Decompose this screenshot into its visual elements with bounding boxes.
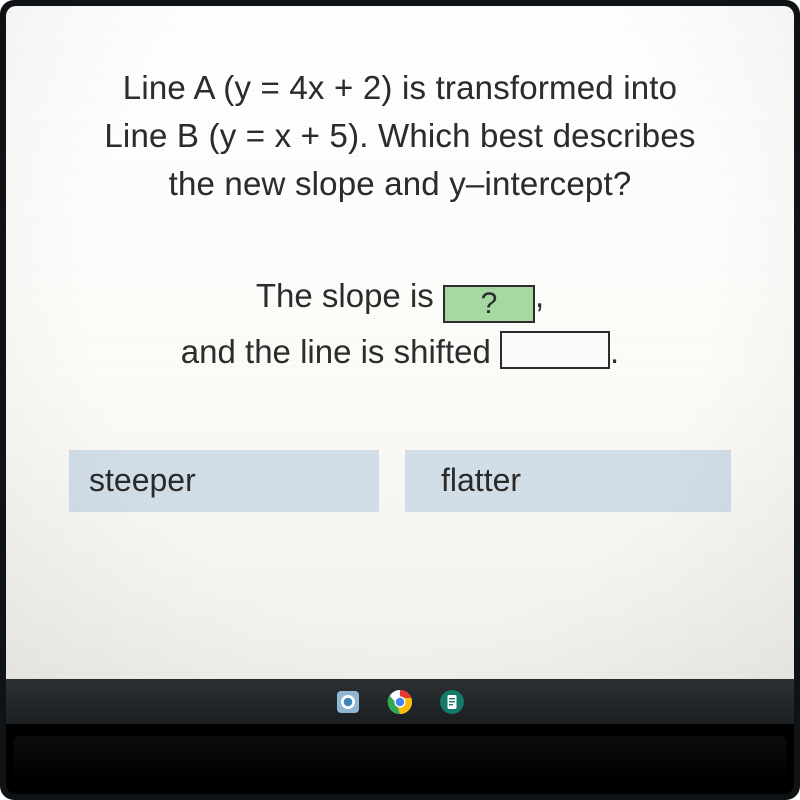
chrome-app-icon[interactable] bbox=[386, 688, 414, 716]
option-b-label: flatter bbox=[441, 462, 521, 499]
slope-blank[interactable]: ? bbox=[443, 285, 535, 323]
option-a-label: steeper bbox=[89, 462, 196, 499]
question-line1-post: ) is transformed into bbox=[381, 69, 677, 106]
app-viewport: Line A (y = 4x + 2) is transformed into … bbox=[6, 6, 794, 724]
bezel-reflection bbox=[14, 736, 786, 782]
slope-prompt-post: , bbox=[535, 277, 544, 314]
shift-prompt-post: . bbox=[610, 333, 619, 370]
question-text: Line A (y = 4x + 2) is transformed into … bbox=[6, 64, 794, 208]
option-flatter-button[interactable]: flatter bbox=[405, 450, 731, 512]
docs-app-icon[interactable] bbox=[438, 688, 466, 716]
question-line2-pre: Line B ( bbox=[104, 117, 219, 154]
question-line1-pre: Line A ( bbox=[123, 69, 235, 106]
os-taskbar bbox=[6, 679, 794, 724]
shift-prompt-pre: and the line is shifted bbox=[181, 333, 500, 370]
slope-prompt-pre: The slope is bbox=[256, 277, 443, 314]
monitor-bezel: Line A (y = 4x + 2) is transformed into … bbox=[0, 0, 800, 800]
shift-blank[interactable] bbox=[500, 331, 610, 369]
answer-options: steeper flatter bbox=[6, 450, 794, 512]
files-app-icon[interactable] bbox=[334, 688, 362, 716]
answer-prompt: The slope is ?, and the line is shifted … bbox=[6, 268, 794, 380]
question-line3: the new slope and y–intercept? bbox=[6, 160, 794, 208]
equation-a: y = 4x + 2 bbox=[234, 69, 381, 106]
option-steeper-button[interactable]: steeper bbox=[69, 450, 379, 512]
equation-b: y = x + 5 bbox=[220, 117, 348, 154]
monitor-glass: Line A (y = 4x + 2) is transformed into … bbox=[6, 6, 794, 794]
question-line2-post: ). Which best describes bbox=[348, 117, 696, 154]
